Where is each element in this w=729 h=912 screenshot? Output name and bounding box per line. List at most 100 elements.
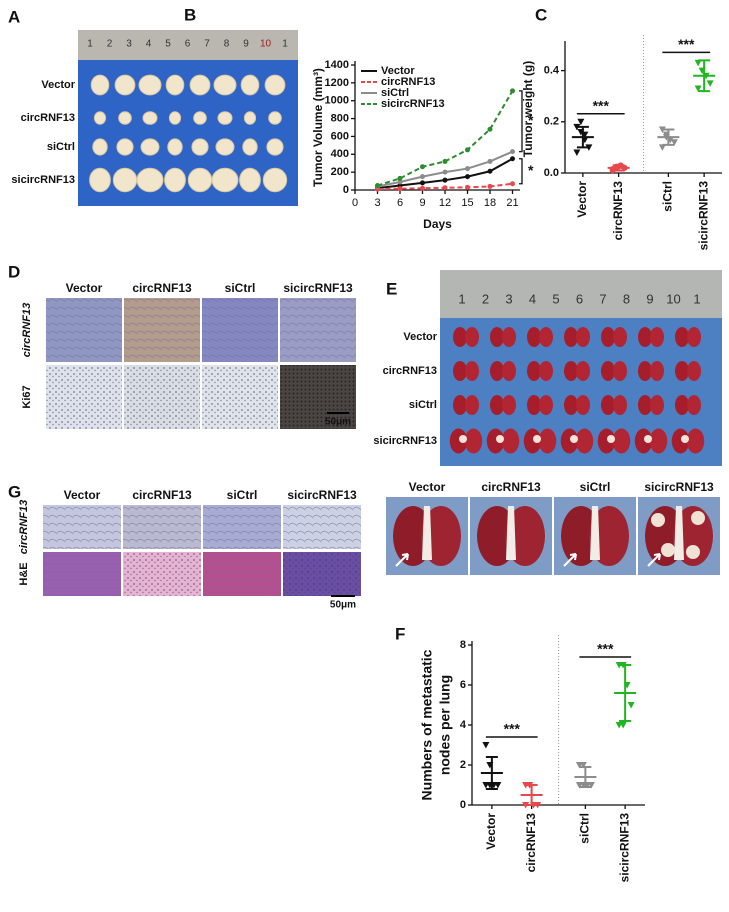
row-label: sicircRNF13 [373, 435, 437, 447]
lung-lobe [527, 327, 541, 347]
ruler-number: 4 [146, 39, 152, 50]
panel-label: B [184, 5, 196, 24]
panels: A1 2 3 4 5 6 7 8 9 10 1VectorcircRNF13siCtrlsicirc… [8, 5, 722, 882]
point [587, 782, 595, 789]
point [397, 179, 403, 185]
lung-lobe [601, 361, 615, 381]
x-tick-label: 0 [352, 197, 358, 209]
point [579, 762, 587, 769]
mediastinum [590, 506, 600, 560]
metastatic-node [691, 511, 705, 525]
row-label: circRNF13 [383, 365, 437, 377]
arrow [563, 553, 577, 567]
lung-lobe [597, 428, 616, 454]
ruler-number: 8 [623, 291, 630, 306]
error-bar [579, 766, 592, 788]
point [442, 185, 448, 191]
ruler-number: 3 [505, 291, 512, 306]
row-label: Vector [41, 79, 75, 91]
ruler-number: 1 [693, 291, 700, 306]
ruler-number: 2 [482, 291, 489, 306]
tumor [243, 111, 257, 125]
lung-lobe [538, 428, 557, 454]
ruler [440, 270, 722, 318]
arrow [395, 553, 409, 567]
point [420, 180, 425, 186]
x-tick-label: 3 [374, 197, 380, 209]
tumor [264, 74, 286, 96]
micrograph-texture [283, 505, 361, 549]
row-label: circRNF13 [18, 500, 30, 554]
metastatic-node [686, 545, 700, 559]
lung-lobe [560, 428, 579, 454]
row-label: siCtrl [409, 399, 437, 411]
lung-lobe [464, 428, 483, 454]
point [375, 183, 380, 189]
tumor [239, 167, 261, 193]
lung-lobe [575, 428, 594, 454]
mediastinum [422, 506, 432, 560]
tumor [92, 138, 108, 156]
ruler-number: 1 [87, 39, 93, 50]
row-label: Ki67 [21, 385, 33, 408]
significance-label: *** [504, 721, 521, 737]
lung-lobe [687, 327, 701, 347]
x-tick-label: 18 [484, 197, 496, 209]
lung-lobe [576, 361, 590, 381]
column-header: Vector [64, 488, 101, 502]
tumor [140, 138, 160, 156]
row-label: H&E [18, 562, 30, 585]
lung-lobe [675, 327, 689, 347]
y-tick-label: 0 [460, 799, 466, 811]
tumor [217, 111, 233, 125]
error-bar [576, 125, 589, 149]
x-tick-label: siCtrl [661, 181, 675, 212]
tumor [268, 111, 282, 125]
ruler-number: 4 [529, 291, 536, 306]
tumor [93, 111, 107, 125]
y-axis-label: nodes per lung [437, 675, 453, 775]
ruler-number: 3 [126, 39, 132, 50]
tumor [240, 74, 260, 96]
ruler-number: 2 [107, 39, 113, 50]
x-tick-label: Vector [575, 181, 589, 218]
lung-lobe [671, 428, 690, 454]
x-tick-label: 9 [419, 197, 425, 209]
tumor [114, 74, 136, 96]
row-label: circRNF13 [21, 112, 75, 124]
point [465, 147, 470, 153]
row-label: circRNF13 [21, 303, 33, 357]
x-tick-label: 6 [397, 197, 403, 209]
panel-label: A [8, 7, 20, 26]
mediastinum [674, 506, 684, 560]
error-bar [612, 164, 625, 172]
lung-lobe [649, 428, 668, 454]
x-tick-label: Vector [484, 813, 498, 850]
column-header: siCtrl [227, 488, 258, 502]
x-tick-label: sicircRNF13 [696, 181, 710, 251]
lung-lobe [453, 361, 467, 381]
metastatic-node [661, 543, 675, 557]
metastatic-node [651, 513, 665, 527]
y-tick-label: 600 [331, 130, 349, 142]
point [465, 174, 470, 180]
tumor [191, 138, 209, 156]
y-tick-label: 8 [460, 639, 466, 651]
point [487, 183, 493, 189]
lung-lobe [650, 361, 664, 381]
x-tick-label: 21 [506, 197, 518, 209]
lung-lobe [453, 395, 467, 415]
point [397, 175, 403, 181]
micrograph-texture [123, 552, 201, 596]
tumor [138, 74, 162, 96]
ruler-number: 7 [204, 39, 210, 50]
ruler-number: 9 [646, 291, 653, 306]
lung-lobe [687, 395, 701, 415]
ruler [78, 30, 298, 60]
lung-lobe [576, 395, 590, 415]
micrograph-texture [124, 298, 200, 362]
tumor [189, 74, 211, 96]
point [670, 139, 678, 146]
ruler-number: 7 [599, 291, 606, 306]
